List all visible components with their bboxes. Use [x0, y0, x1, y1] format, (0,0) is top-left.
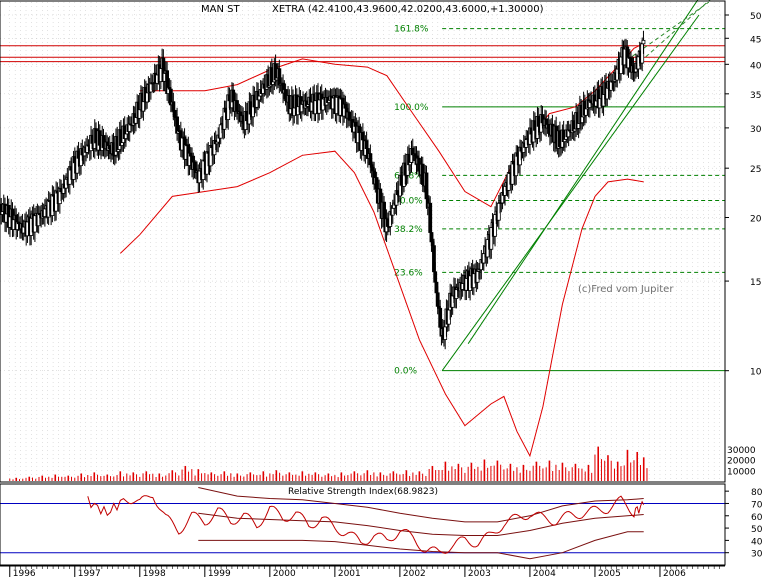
fibonacci-label: 38.2%	[394, 225, 423, 235]
rsi-tick-label: 70	[751, 500, 763, 510]
y-tick-label: 40	[750, 61, 762, 71]
fibonacci-label: 50.0%	[394, 196, 423, 206]
panel-frames	[0, 0, 726, 567]
rsi-tick-label: 80	[751, 488, 763, 498]
rsi-tick-label: 40	[751, 537, 763, 547]
price-candles	[0, 30, 646, 350]
x-tick-label: 2002	[403, 569, 426, 577]
y-tick-label: 25	[750, 165, 761, 175]
rsi-band-mid	[198, 512, 644, 536]
y-tick-label: 35	[750, 91, 761, 101]
trend-line	[640, 0, 711, 62]
x-tick-label: 2005	[598, 569, 621, 577]
rsi-panel	[0, 487, 725, 560]
x-tick-label: 2000	[273, 569, 296, 577]
candle-body	[641, 39, 646, 45]
rsi-line	[87, 495, 645, 554]
x-tick-label: 1996	[13, 569, 36, 577]
watermark: (c)Fred vom Jupiter	[578, 284, 674, 295]
fibonacci-label: 61.8%	[394, 171, 423, 181]
rsi-band-upper	[198, 487, 644, 523]
bollinger-bands	[119, 42, 644, 458]
chart-subtitle: XETRA (42.4100,43.9600,42.0200,43.6000,+…	[272, 4, 544, 15]
y-tick-label: 50	[750, 12, 762, 22]
fibonacci-label: 0.0%	[394, 367, 417, 377]
bollinger-lower	[119, 150, 644, 458]
y-tick-label: 20	[750, 215, 762, 225]
fibonacci-label: 23.6%	[394, 268, 423, 278]
volume-tick-label: 30000	[727, 446, 756, 456]
y-tick-label: 15	[750, 278, 761, 288]
x-tick-label: 1997	[78, 569, 101, 577]
rsi-title: Relative Strength Index(68.9823)	[288, 487, 438, 497]
bollinger-upper	[139, 42, 644, 208]
volume-tick-label: 20000	[727, 457, 756, 467]
fibonacci-label: 100.0%	[394, 103, 429, 113]
x-tick-label: 2001	[338, 569, 361, 577]
volume-bars	[9, 446, 648, 481]
chart-title: MAN ST	[201, 4, 240, 15]
trend-line	[441, 14, 700, 371]
rsi-band-lower	[198, 531, 644, 560]
y-tick-label: 30	[750, 125, 762, 135]
volume-tick-label: 10000	[727, 467, 756, 477]
rsi-tick-label: 60	[751, 513, 763, 523]
rsi-tick-label: 50	[751, 525, 763, 535]
rsi-tick-label: 30	[751, 550, 763, 560]
fibonacci-label: 161.8%	[394, 25, 429, 35]
trend-line	[467, 0, 699, 344]
x-tick-label: 2006	[663, 569, 686, 577]
y-tick-label: 10	[750, 368, 762, 378]
y-tick-label: 45	[750, 35, 761, 45]
x-tick-label: 2003	[468, 569, 491, 577]
x-tick-label: 1998	[143, 569, 166, 577]
x-tick-label: 2004	[533, 569, 556, 577]
x-tick-label: 1999	[208, 569, 231, 577]
resistance-lines	[0, 45, 725, 63]
